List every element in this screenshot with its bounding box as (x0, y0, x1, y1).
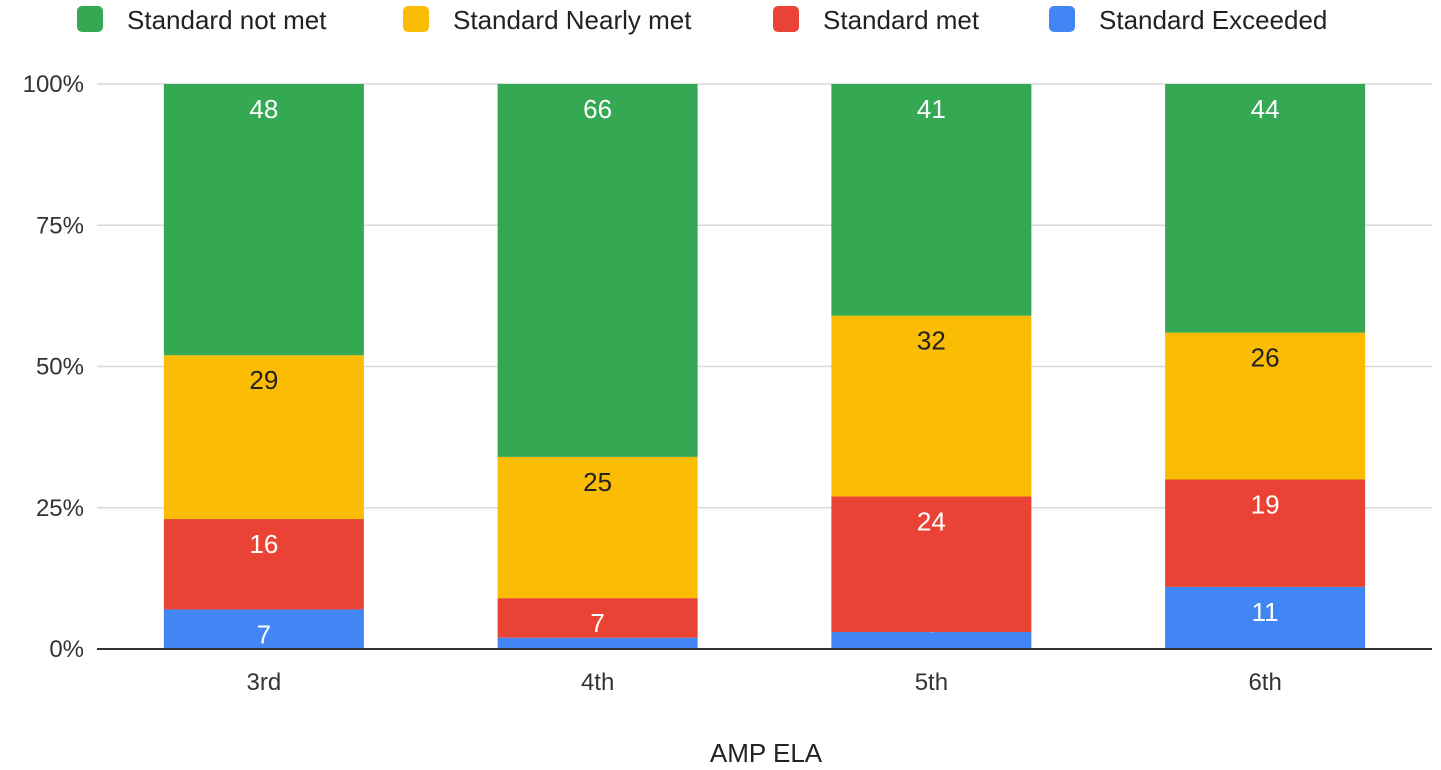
legend-label-standard-exceeded: Standard Exceeded (1099, 5, 1327, 35)
legend-label-standard-not-met: Standard not met (127, 5, 327, 35)
y-axis-ticks: 0% 25% 50% 75% 100% (23, 71, 84, 663)
data-label-standard-not-met-6th: 44 (1251, 94, 1280, 124)
bar-segment-standard-not-met-3rd (163, 84, 364, 356)
bar-segment-standard-exceeded-5th (831, 632, 1032, 649)
y-tick-label: 0% (49, 636, 84, 663)
data-label-standard-not-met-3rd: 48 (249, 94, 278, 124)
x-tick-label: 5th (915, 669, 948, 696)
bar-segment-standard-met-3rd (163, 519, 364, 610)
bar-segment-standard-nearly-met-4th (497, 456, 698, 599)
data-label-standard-met-5th: 24 (917, 506, 946, 536)
bar-segment-standard-exceeded-6th (1165, 586, 1366, 649)
data-label-standard-met-4th: 7 (590, 608, 604, 638)
data-label-standard-nearly-met-5th: 32 (917, 326, 946, 356)
bar-segment-standard-met-4th (497, 598, 698, 638)
x-axis-title: AMP ELA (710, 738, 823, 768)
x-axis-ticks: 3rd 4th 5th 6th (247, 669, 1282, 696)
data-label-standard-nearly-met-6th: 26 (1251, 343, 1280, 373)
legend-label-standard-nearly-met: Standard Nearly met (453, 5, 692, 35)
legend-label-standard-met: Standard met (823, 5, 980, 35)
data-label-standard-nearly-met-4th: 25 (583, 467, 612, 497)
bar-segment-standard-nearly-met-5th (831, 315, 1032, 497)
data-label-standard-exceeded-3rd: 7 (257, 619, 271, 649)
bar-segment-standard-not-met-4th (497, 84, 698, 457)
bar-segment-standard-met-5th (831, 496, 1032, 633)
data-label-standard-met-3rd: 16 (249, 529, 278, 559)
data-label-standard-not-met-5th: 41 (917, 94, 946, 124)
legend-swatch-standard-not-met (77, 6, 103, 32)
bar-segment-standard-not-met-6th (1165, 84, 1366, 333)
legend-swatch-standard-met (773, 6, 799, 32)
legend-swatch-standard-exceeded (1049, 6, 1075, 32)
x-tick-label: 6th (1248, 669, 1281, 696)
legend: Standard not met Standard Nearly met Stand… (77, 5, 1327, 35)
bar-segment-standard-nearly-met-6th (1165, 332, 1366, 480)
data-label-standard-exceeded-6th: 11 (1252, 597, 1279, 627)
data-label-standard-nearly-met-3rd: 29 (249, 365, 278, 395)
bar-segment-standard-exceeded-4th (497, 637, 698, 649)
bar-segment-standard-nearly-met-3rd (163, 355, 364, 520)
data-label-standard-met-6th: 19 (1251, 490, 1280, 520)
bars: 7162948272566324324111192644 (163, 84, 1366, 649)
bar-segment-standard-met-6th (1165, 479, 1366, 587)
x-tick-label: 4th (581, 669, 614, 696)
data-label-standard-not-met-4th: 66 (583, 94, 612, 124)
x-tick-label: 3rd (247, 669, 282, 696)
bar-segment-standard-not-met-5th (831, 84, 1032, 316)
y-tick-label: 50% (36, 354, 84, 381)
legend-swatch-standard-nearly-met (403, 6, 429, 32)
y-tick-label: 25% (36, 495, 84, 522)
y-tick-label: 100% (23, 71, 84, 98)
y-tick-label: 75% (36, 212, 84, 239)
bar-segment-standard-exceeded-3rd (163, 609, 364, 649)
